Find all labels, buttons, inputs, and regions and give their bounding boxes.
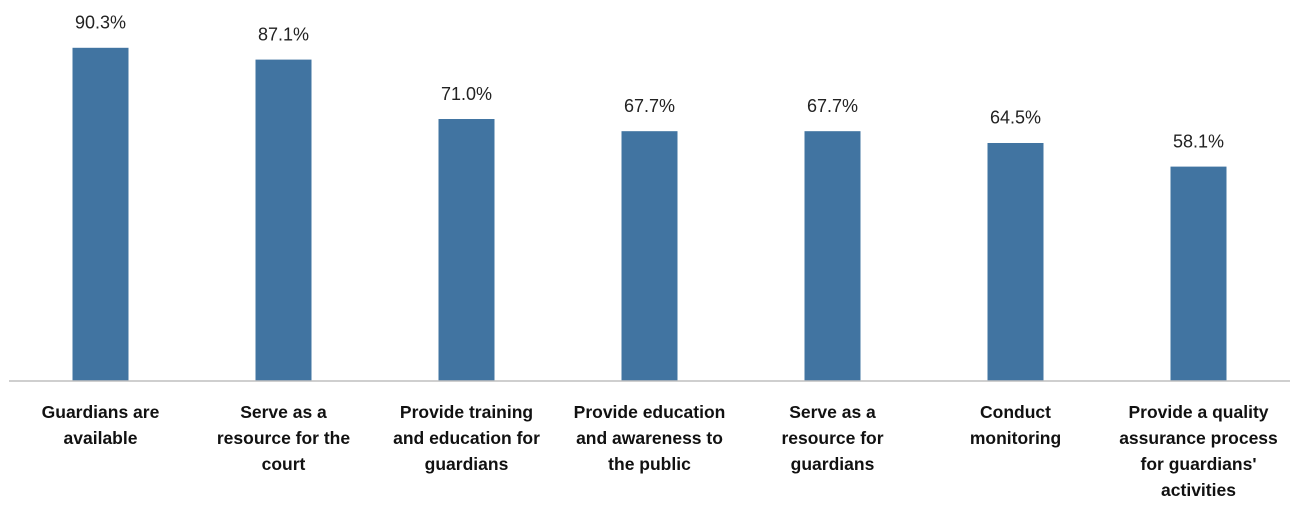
x-tick-label: Provide a quality assurance process for … xyxy=(1119,402,1278,500)
data-label: 90.3% xyxy=(75,13,126,33)
bar xyxy=(804,131,861,381)
data-label: 67.7% xyxy=(624,96,675,116)
bar xyxy=(255,59,312,381)
data-label: 64.5% xyxy=(990,108,1041,128)
x-tick-label: Serve as a resource for the court xyxy=(216,402,351,474)
bar xyxy=(621,131,678,381)
bar xyxy=(438,119,495,381)
data-label: 71.0% xyxy=(441,84,492,104)
data-label: 87.1% xyxy=(258,24,309,44)
data-label: 58.1% xyxy=(1173,131,1224,151)
data-label: 67.7% xyxy=(807,96,858,116)
bar xyxy=(72,47,129,381)
x-tick-label: Guardians are available xyxy=(41,402,160,448)
x-tick-label: Provide education and awareness to the p… xyxy=(573,402,726,474)
bar xyxy=(987,142,1044,381)
x-tick-label: Conduct monitoring xyxy=(969,402,1062,448)
x-tick-label: Serve as a resource for guardians xyxy=(781,402,884,474)
x-tick-label: Provide training and education for guard… xyxy=(393,402,540,474)
bar xyxy=(1170,166,1227,381)
